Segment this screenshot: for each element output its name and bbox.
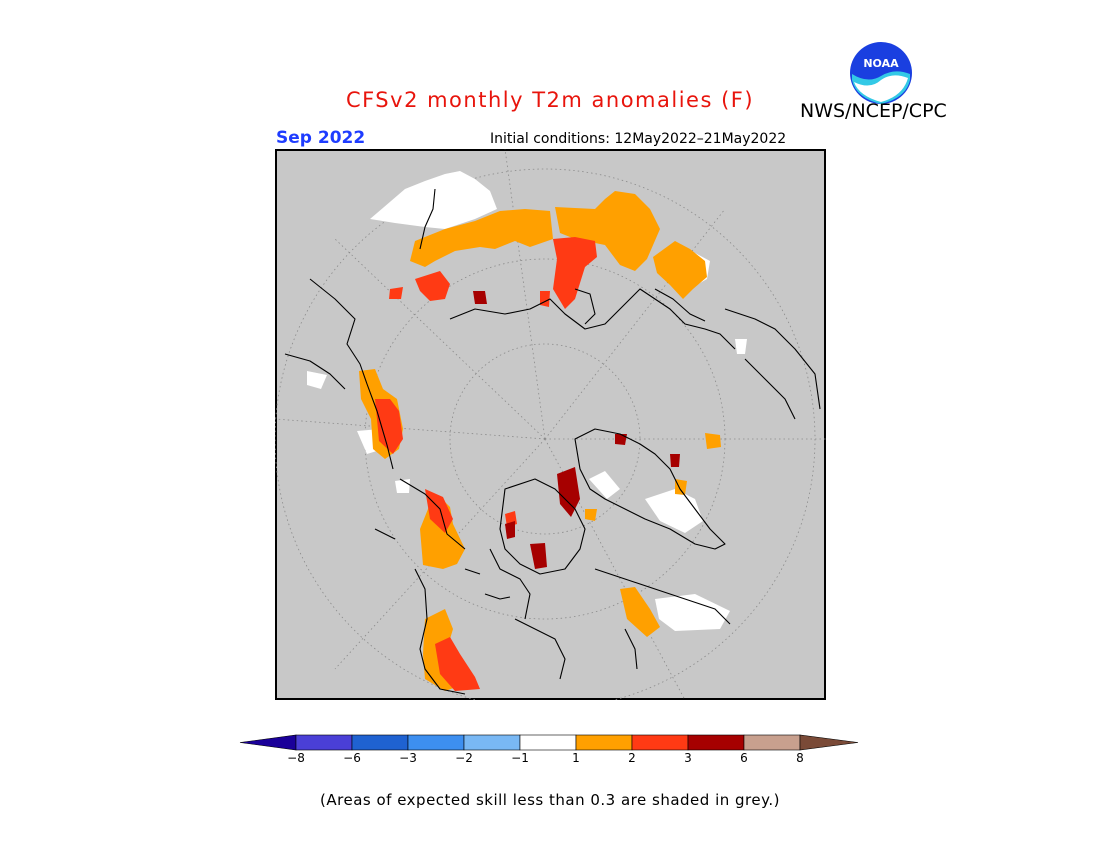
- color-scale-segment: [687, 734, 745, 751]
- polar-map: [275, 149, 826, 700]
- color-scale-segment: [519, 734, 577, 751]
- color-scale-segment: [351, 734, 409, 751]
- color-scale-tick-label: 2: [628, 751, 636, 765]
- anomaly-red-patches: [375, 237, 597, 691]
- color-scale-arrow-low: [239, 734, 297, 751]
- anomaly-darkred-patches: [473, 291, 680, 569]
- color-scale-tick-label: −3: [399, 751, 417, 765]
- color-scale-tick-label: −8: [287, 751, 305, 765]
- color-scale-tick-label: 8: [796, 751, 804, 765]
- color-scale-tick-label: −1: [511, 751, 529, 765]
- color-scale-tick-label: 6: [740, 751, 748, 765]
- color-scale-segment: [295, 734, 353, 751]
- organization-label: NWS/NCEP/CPC: [800, 100, 947, 122]
- color-scale-bar: [239, 734, 859, 751]
- skill-footnote: (Areas of expected skill less than 0.3 a…: [320, 791, 780, 809]
- chart-title: CFSv2 monthly T2m anomalies (F): [345, 88, 755, 112]
- graticule: [275, 149, 826, 700]
- color-scale-segment: [407, 734, 465, 751]
- color-scale-segment: [463, 734, 521, 751]
- color-scale-segment: [743, 734, 801, 751]
- color-scale-tick-label: 3: [684, 751, 692, 765]
- color-scale-tick-label: −2: [455, 751, 473, 765]
- logo-text: NOAA: [863, 57, 899, 70]
- coastlines: [284, 188, 821, 695]
- forecast-period: Sep 2022: [276, 128, 366, 148]
- color-scale-tick-label: −6: [343, 751, 361, 765]
- initial-conditions: Initial conditions: 12May2022–21May2022: [490, 131, 787, 147]
- color-scale-segment: [631, 734, 689, 751]
- color-scale-tick-label: 1: [572, 751, 580, 765]
- color-scale-segment: [575, 734, 633, 751]
- noaa-logo: NOAA: [850, 42, 912, 104]
- color-scale-arrow-high: [799, 734, 859, 751]
